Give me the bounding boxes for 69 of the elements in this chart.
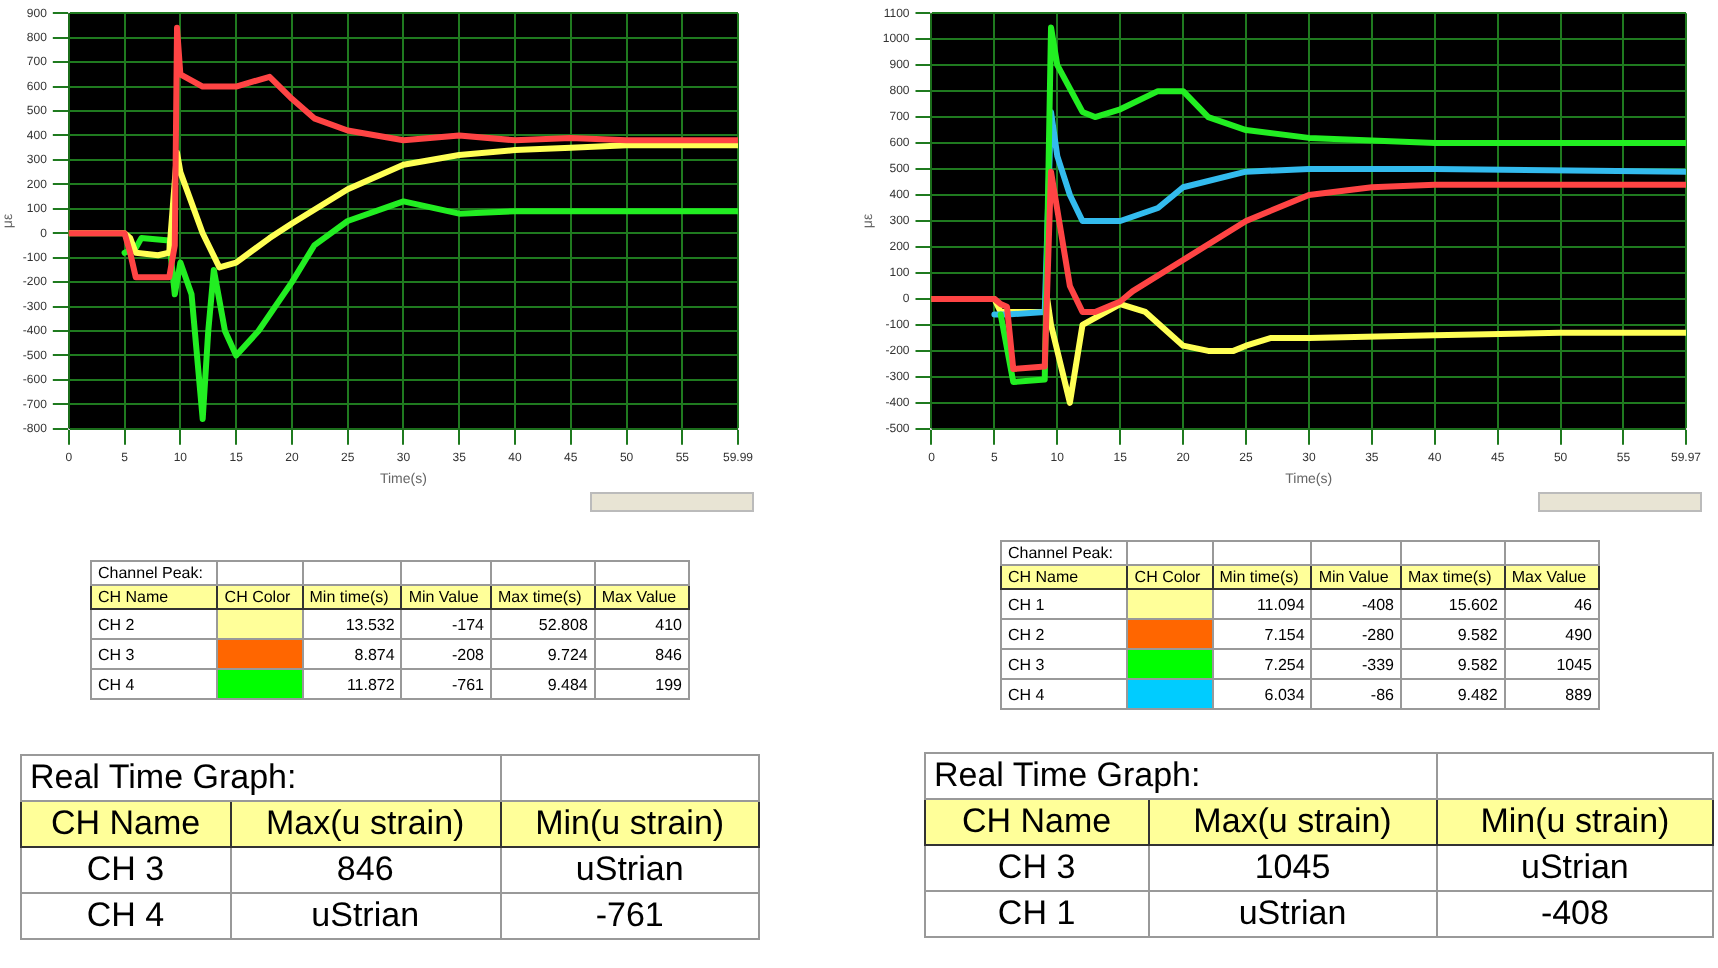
category-label: CH 3	[86, 850, 165, 888]
text: 9.482	[1457, 685, 1498, 703]
category-label: CH 3	[997, 848, 1076, 886]
text: 46	[1574, 595, 1592, 613]
text: 9.484	[547, 675, 588, 693]
category-label: Max time(s)	[490, 585, 595, 609]
category-label: CH 4	[98, 675, 135, 693]
text: 13.532	[345, 615, 395, 633]
text: uStrian	[1521, 848, 1629, 886]
category-label: Min Value	[401, 585, 491, 609]
category-label: Max Value	[594, 585, 689, 609]
category-label: Min time(s)	[1212, 565, 1312, 589]
category-label: Min(u strain)	[500, 801, 759, 847]
category-label: CH 4	[1008, 685, 1045, 703]
category-label: Min Value	[1311, 565, 1401, 589]
category-label: Min time(s)	[302, 585, 402, 609]
text: 52.808	[538, 615, 588, 633]
category-label: CH Color	[1127, 565, 1213, 589]
category-label: Max time(s)	[1400, 565, 1505, 589]
category-label: CH Name	[1001, 565, 1128, 589]
category-label: Max Value	[1504, 565, 1599, 589]
text: 889	[1565, 685, 1592, 703]
text: 846	[336, 850, 394, 888]
text: -761	[595, 896, 664, 934]
text: 8.874	[354, 645, 395, 663]
category-label: CH Name	[925, 799, 1149, 845]
text: 199	[655, 675, 682, 693]
text: -408	[1540, 894, 1609, 932]
category-label: Max(u strain)	[1148, 799, 1437, 845]
text: -86	[1370, 685, 1394, 703]
text: 1045	[1254, 848, 1331, 886]
text: 11.094	[1256, 595, 1305, 613]
category-label: CH 2	[1008, 625, 1045, 643]
text: 7.254	[1264, 655, 1305, 673]
text: 9.582	[1457, 625, 1498, 643]
text: -208	[451, 645, 484, 663]
text: -174	[451, 615, 484, 633]
text: Channel Peak:	[91, 561, 218, 585]
text: -761	[451, 675, 484, 693]
category-label: CH 1	[997, 894, 1076, 932]
text: 9.582	[1457, 655, 1498, 673]
text: Real Time Graph:	[925, 753, 1437, 799]
text: 15.602	[1448, 595, 1498, 613]
text: uStrian	[1238, 894, 1347, 932]
text: 7.154	[1264, 625, 1305, 643]
category-label: Max(u strain)	[230, 801, 501, 847]
text: 846	[655, 645, 682, 663]
category-label: Min(u strain)	[1436, 799, 1713, 845]
category-label: CH 3	[1008, 655, 1045, 673]
category-label: CH 4	[86, 896, 165, 934]
text: -339	[1361, 655, 1394, 673]
category-label: CH Name	[21, 801, 230, 847]
text: 9.724	[547, 645, 588, 663]
category-label: CH Color	[217, 585, 303, 609]
text: 11.872	[346, 675, 395, 693]
category-label: CH Name	[91, 585, 218, 609]
text: 410	[655, 615, 682, 633]
text: Real Time Graph:	[21, 755, 501, 801]
text: 1045	[1556, 655, 1592, 673]
text: uStrian	[311, 896, 420, 934]
text: 6.034	[1264, 685, 1305, 703]
text: uStrian	[575, 850, 684, 888]
category-label: CH 3	[98, 645, 135, 663]
category-label: CH 2	[98, 615, 135, 633]
text: Channel Peak:	[1001, 541, 1128, 565]
category-label: CH 1	[1008, 595, 1045, 613]
text: 490	[1565, 625, 1592, 643]
text: -408	[1361, 595, 1394, 613]
text: -280	[1361, 625, 1394, 643]
